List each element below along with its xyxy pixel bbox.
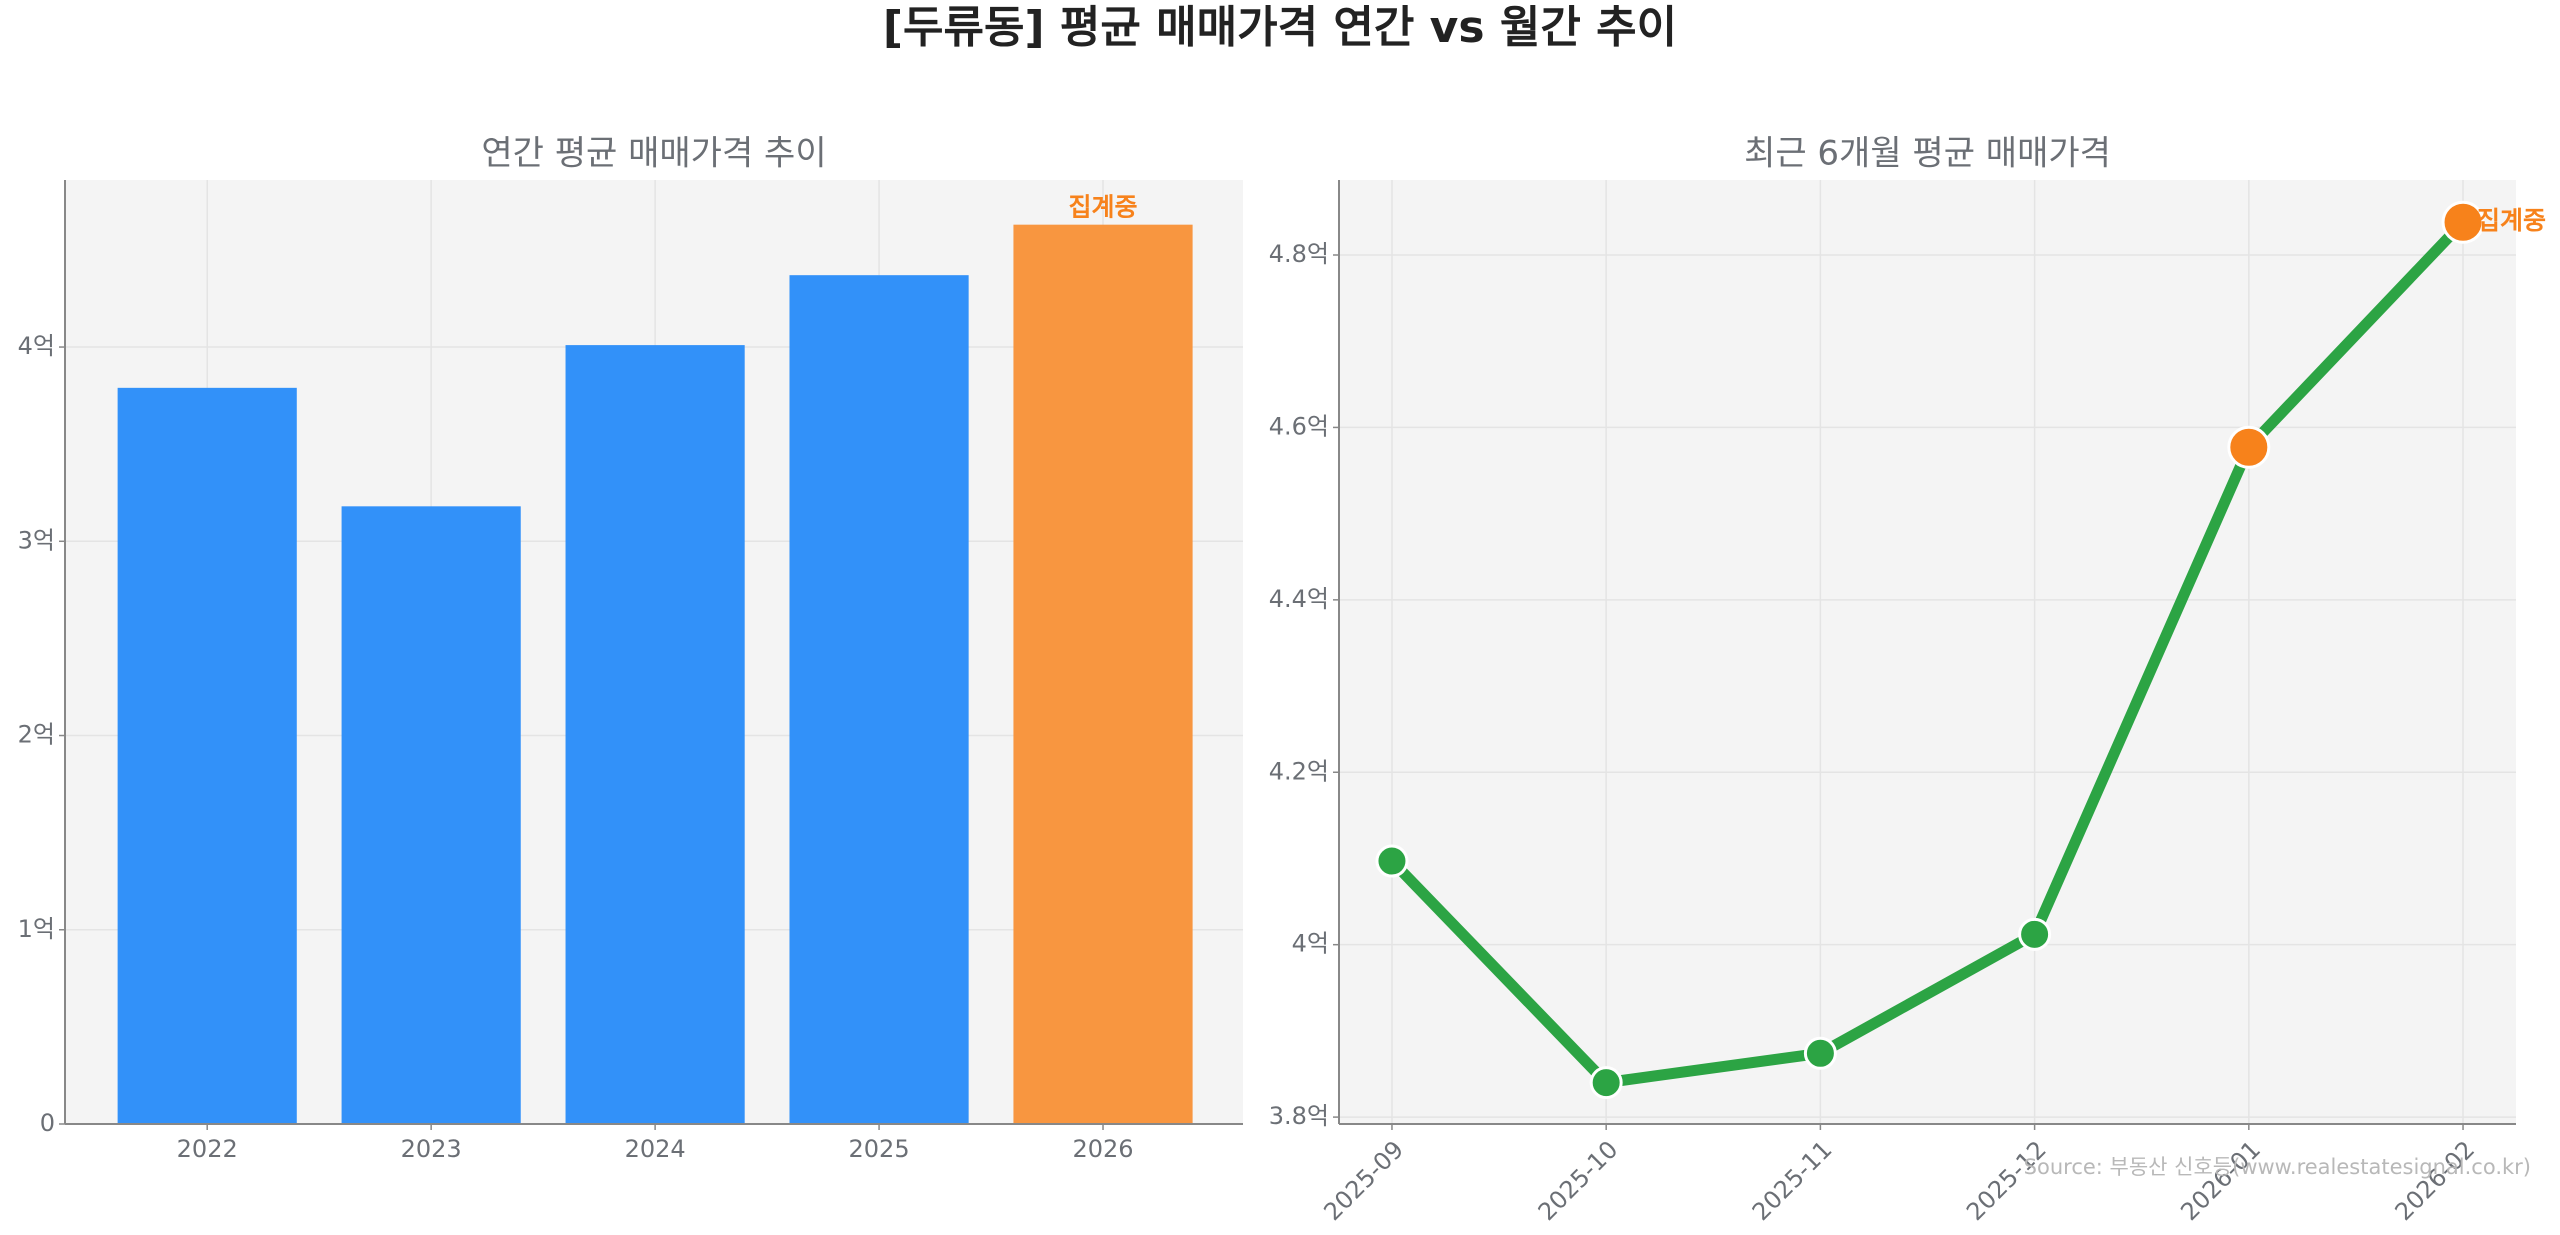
y-tick-label: 4.2억 (1269, 757, 1329, 785)
y-tick-label: 0 (40, 1109, 55, 1137)
main-title: [두류동] 평균 매매가격 연간 vs 월간 추이 (883, 2, 1677, 53)
annotation: 집계중 (2477, 206, 2546, 235)
x-tick-label: 2025-10 (1533, 1135, 1624, 1226)
marker (1803, 1036, 1837, 1070)
y-tick-label: 4억 (1292, 930, 1329, 958)
line (1386, 216, 2469, 1089)
marker (2018, 917, 2052, 951)
bar (1013, 224, 1193, 1124)
x-tick-label: 2025-09 (1318, 1135, 1409, 1226)
x-tick-label: 2022 (177, 1135, 238, 1163)
subplot-title: 최근 6개월 평균 매매가격 (1744, 134, 2111, 174)
y-tick-label: 4.8억 (1269, 240, 1329, 268)
y-tick-label: 3억 (18, 526, 55, 554)
y-tick-label: 4.6억 (1269, 412, 1329, 440)
marker (1375, 844, 1409, 878)
y-tick-label: 1억 (18, 915, 55, 943)
marker (2441, 200, 2485, 244)
bar (117, 387, 297, 1124)
x-tick-label: 2025-12 (1961, 1135, 2052, 1226)
x-tick-label: 2026-01 (2175, 1135, 2266, 1226)
source-note: Source: 부동산 신호등(www.realestatesignal.co.… (2024, 1155, 2531, 1179)
subplot-title: 연간 평균 매매가격 추이 (481, 134, 826, 174)
x-tick-label: 2024 (625, 1135, 686, 1163)
bar (565, 345, 745, 1124)
y-tick-label: 4억 (18, 332, 55, 360)
y-tick-label: 3.8억 (1269, 1102, 1329, 1130)
bar (789, 275, 969, 1124)
x-tick-label: 2025-11 (1747, 1135, 1838, 1226)
marker (1589, 1066, 1623, 1100)
bar (341, 506, 521, 1124)
plot-area (1339, 180, 2516, 1124)
x-tick-label: 2026-02 (2390, 1135, 2481, 1226)
y-tick-label: 4.4억 (1269, 585, 1329, 613)
x-tick-label: 2023 (401, 1135, 462, 1163)
x-tick-label: 2025 (849, 1135, 910, 1163)
y-tick-label: 2억 (18, 721, 55, 749)
x-tick-label: 2026 (1072, 1135, 1133, 1163)
annotation: 집계중 (1069, 193, 1138, 222)
marker (2227, 425, 2271, 469)
